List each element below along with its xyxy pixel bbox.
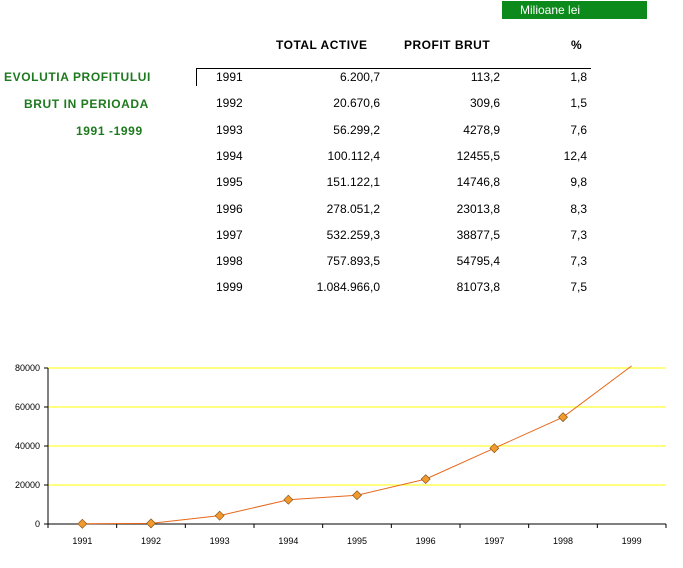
table-cell-pct: 9,8 — [570, 175, 587, 189]
table-cell-pct: 7,6 — [570, 123, 587, 137]
table-cell-total: 1.084.966,0 — [316, 280, 380, 294]
table-cell-year: 1994 — [216, 149, 243, 163]
table-cell-year: 1995 — [216, 175, 243, 189]
data-point-marker — [146, 518, 156, 529]
table-cell-total: 278.051,2 — [326, 202, 380, 216]
data-point-marker — [214, 510, 225, 521]
y-tick-label: 0 — [35, 519, 40, 529]
table-cell-year: 1999 — [216, 280, 243, 294]
data-point-marker — [77, 518, 88, 529]
y-tick-label: 20000 — [15, 480, 40, 490]
data-point-marker — [420, 474, 431, 485]
table-cell-year: 1996 — [216, 202, 243, 216]
table-cell-profit: 4278,9 — [463, 123, 500, 137]
data-point-marker — [352, 490, 362, 501]
x-tick-label: 1992 — [141, 536, 161, 546]
side-title-line-2: BRUT IN PERIOADA — [24, 97, 149, 111]
x-tick-label: 1998 — [553, 536, 573, 546]
table-cell-pct: 1,8 — [570, 70, 587, 84]
side-title-line-1: EVOLUTIA PROFITULUI — [4, 70, 151, 84]
table-cell-total: 757.893,5 — [326, 254, 380, 268]
table-cell-total: 6.200,7 — [339, 70, 380, 84]
column-header-pct: % — [571, 38, 583, 52]
table-cell-profit: 23013,8 — [456, 202, 500, 216]
table-cell-pct: 7,3 — [570, 228, 587, 242]
data-point-marker — [489, 443, 500, 454]
table-cell-profit: 309,6 — [469, 96, 500, 110]
table-cell-total: 20.670,6 — [333, 96, 380, 110]
data-point-marker — [283, 494, 294, 505]
y-tick-label: 40000 — [15, 441, 40, 451]
table-cell-pct: 7,3 — [570, 254, 587, 268]
table-cell-year: 1998 — [216, 254, 243, 268]
table-cell-profit: 38877,5 — [456, 228, 500, 242]
table-cell-pct: 7,5 — [570, 280, 587, 294]
x-tick-label: 1991 — [72, 536, 92, 546]
table-header-rule — [196, 68, 591, 69]
table-cell-pct: 12,4 — [563, 149, 587, 163]
x-tick-label: 1999 — [622, 536, 642, 546]
table-cell-pct: 1,5 — [570, 96, 587, 110]
table-cell-profit: 14746,8 — [456, 175, 500, 189]
x-tick-label: 1996 — [416, 536, 436, 546]
column-header-profit: PROFIT BRUT — [404, 38, 491, 52]
table-cell-profit: 12455,5 — [456, 149, 500, 163]
table-cell-total: 100.112,4 — [327, 149, 381, 163]
table-cell-pct: 8,3 — [570, 202, 587, 216]
table-cell-profit: 81073,8 — [456, 280, 500, 294]
x-tick-label: 1993 — [210, 536, 230, 546]
table-cell-year: 1991 — [216, 70, 243, 84]
column-header-total: TOTAL ACTIVE — [276, 38, 368, 52]
y-tick-label: 60000 — [15, 402, 40, 412]
table-cell-year: 1993 — [216, 123, 243, 137]
x-tick-label: 1997 — [484, 536, 504, 546]
table-cell-year: 1997 — [216, 228, 243, 242]
table-cell-total: 151.122,1 — [326, 175, 380, 189]
y-tick-label: 80000 — [15, 363, 40, 373]
table-cell-total: 532.259,3 — [326, 228, 380, 242]
table-cell-profit: 113,2 — [470, 70, 500, 84]
x-tick-label: 1994 — [278, 536, 298, 546]
data-point-marker — [558, 412, 568, 423]
profit-line-chart: 0 20000 40000 60000 80000 1991 1992 1993 1994 199… — [15, 363, 667, 546]
side-title-line-3: 1991 -1999 — [76, 124, 143, 138]
unit-label: Milioane lei — [502, 1, 647, 19]
table-cell-profit: 54795,4 — [456, 254, 500, 268]
table-cell-total: 56.299,2 — [333, 123, 380, 137]
x-tick-label: 1995 — [347, 536, 367, 546]
table-left-rule — [196, 68, 197, 86]
table-cell-year: 1992 — [216, 96, 243, 110]
